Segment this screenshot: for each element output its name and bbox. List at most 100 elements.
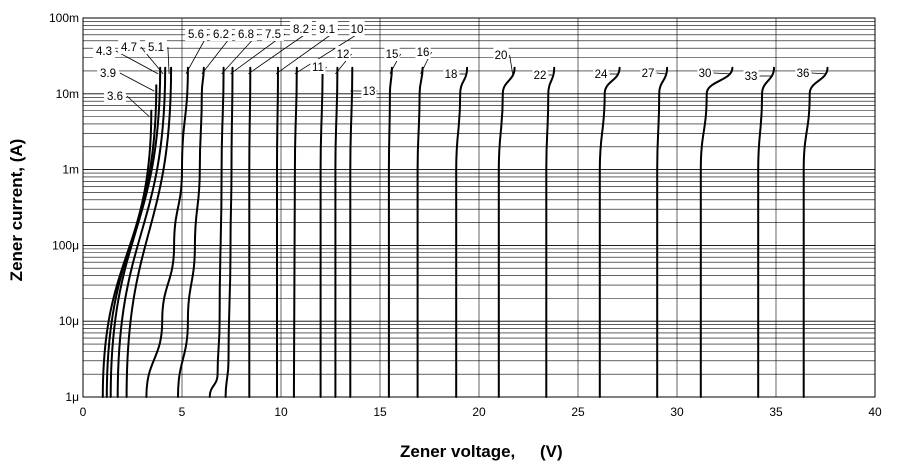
curve-label: 11 — [312, 62, 324, 74]
x-axis-label: Zener voltage, — [400, 442, 515, 461]
curve-label: 18 — [445, 69, 458, 81]
zener-curve-15 — [387, 66, 393, 398]
curve-label-background — [493, 47, 509, 62]
curve-label: 3.9 — [100, 68, 116, 80]
zener-curve-6.8 — [208, 66, 225, 398]
curve-label-leader — [248, 28, 314, 75]
curve-label: 13 — [363, 86, 376, 98]
curves — [101, 66, 829, 398]
curve-label-background — [235, 26, 257, 41]
y-tick-label: 10m — [56, 87, 79, 101]
curve-label: 36 — [797, 68, 810, 80]
curve-label-background — [384, 46, 400, 61]
curve-label: 12 — [337, 49, 350, 61]
zener-curve-3.9 — [105, 84, 158, 398]
x-tick-label: 25 — [571, 405, 585, 419]
curve-label-leader — [140, 46, 164, 75]
curve-label: 5.6 — [188, 29, 204, 41]
x-tick-label: 35 — [769, 405, 783, 419]
y-tick-label: 10μ — [59, 314, 79, 328]
zener-curve-13 — [349, 66, 354, 398]
curve-label-background — [93, 43, 115, 58]
zener-curve-16 — [416, 66, 424, 398]
curve-label-background — [335, 46, 351, 61]
curve-label-background — [185, 26, 207, 41]
zener-curve-5.6 — [145, 66, 189, 398]
curve-label: 15 — [386, 49, 399, 61]
curve-label: 16 — [417, 47, 430, 59]
curve-label-background — [415, 44, 431, 59]
zener-curve-4.3 — [109, 66, 162, 398]
curve-label-leader — [126, 95, 150, 117]
x-tick-label: 10 — [274, 405, 288, 419]
curve-label-background — [593, 66, 609, 81]
curve-label: 4.3 — [96, 46, 112, 58]
grid — [82, 18, 876, 398]
zener-curve-10 — [292, 66, 298, 398]
curve-label-background — [210, 26, 232, 41]
zener-curve-30 — [699, 66, 734, 398]
curve-label: 5.1 — [148, 42, 164, 54]
curve-label-leader — [713, 72, 731, 75]
curve-label-background — [118, 39, 140, 54]
zener-curve-8.2 — [248, 66, 252, 398]
curve-label: 22 — [534, 70, 547, 82]
curve-label-background — [532, 67, 548, 82]
curve-label: 6.2 — [213, 29, 229, 41]
curve-label-background — [743, 68, 759, 83]
curve-label-background — [262, 26, 284, 41]
curve-label-background — [97, 65, 119, 80]
curve-labels: 3.6 3.9 4.3 4.7 5.1 5.6 6.2 6.8 7.5 8.2 9.1 10 11 12 1… — [93, 21, 826, 117]
zener-curve-27 — [656, 66, 669, 398]
zener-curve-22 — [545, 66, 556, 398]
x-tick-label: 40 — [868, 405, 882, 419]
zener-curve-12 — [334, 66, 339, 398]
curve-label-background — [640, 65, 656, 80]
zener-curve-9.1 — [276, 66, 279, 398]
curve-label-background — [290, 21, 312, 36]
zener-curve-11 — [319, 66, 324, 398]
zener-curve-36 — [802, 66, 829, 398]
zener-curve-24 — [598, 66, 621, 398]
curve-label: 7.5 — [265, 29, 281, 41]
plot-frame — [82, 17, 876, 398]
curve-label: 33 — [745, 71, 758, 83]
curve-label: 3.6 — [107, 91, 123, 103]
zener-curve-5.1 — [125, 66, 173, 398]
y-tick-label: 1μ — [65, 390, 79, 404]
curve-label-background — [104, 88, 126, 103]
curve-label-leader — [115, 50, 159, 75]
curve-label: 27 — [642, 68, 655, 80]
curve-label-background — [349, 21, 365, 36]
zener-curve-33 — [757, 66, 775, 398]
curve-label-leader — [509, 54, 514, 74]
curve-label-background — [697, 65, 713, 80]
zener-curve-7.5 — [224, 66, 234, 398]
x-tick-label: 20 — [472, 405, 486, 419]
curve-label-leader — [811, 72, 826, 75]
curve-label-background — [316, 21, 338, 36]
x-tick-label: 15 — [373, 405, 387, 419]
curve-label-leader — [167, 46, 170, 74]
curve-label-leader — [656, 72, 666, 75]
curve-label: 10 — [351, 24, 364, 36]
x-tick-label: 30 — [670, 405, 684, 419]
curve-label: 9.1 — [319, 24, 335, 36]
zener-curve-18 — [455, 66, 469, 398]
y-tick-label: 100m — [49, 11, 79, 25]
x-tick-label: 5 — [179, 405, 186, 419]
curve-label-background — [443, 66, 459, 81]
curve-label: 6.8 — [238, 29, 254, 41]
y-tick-label: 100μ — [52, 238, 79, 252]
curve-label: 4.7 — [121, 42, 137, 54]
curve-label-background — [795, 65, 811, 80]
y-tick-label: 1m — [62, 163, 79, 177]
y-axis-label: Zener current, (A) — [7, 139, 26, 282]
tick-labels: 0 5 10 15 20 25 30 35 40 1μ 10μ 100μ 1m 10m 100m — [49, 11, 882, 419]
curve-label-background — [310, 59, 326, 74]
zener-curve-4.7 — [116, 66, 167, 398]
zener-curve-6.2 — [177, 66, 205, 398]
curve-label-background — [361, 83, 377, 98]
